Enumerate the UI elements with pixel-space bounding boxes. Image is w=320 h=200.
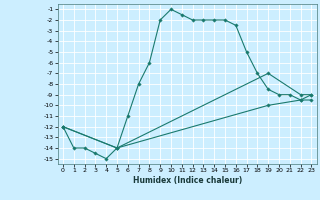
- X-axis label: Humidex (Indice chaleur): Humidex (Indice chaleur): [132, 176, 242, 185]
